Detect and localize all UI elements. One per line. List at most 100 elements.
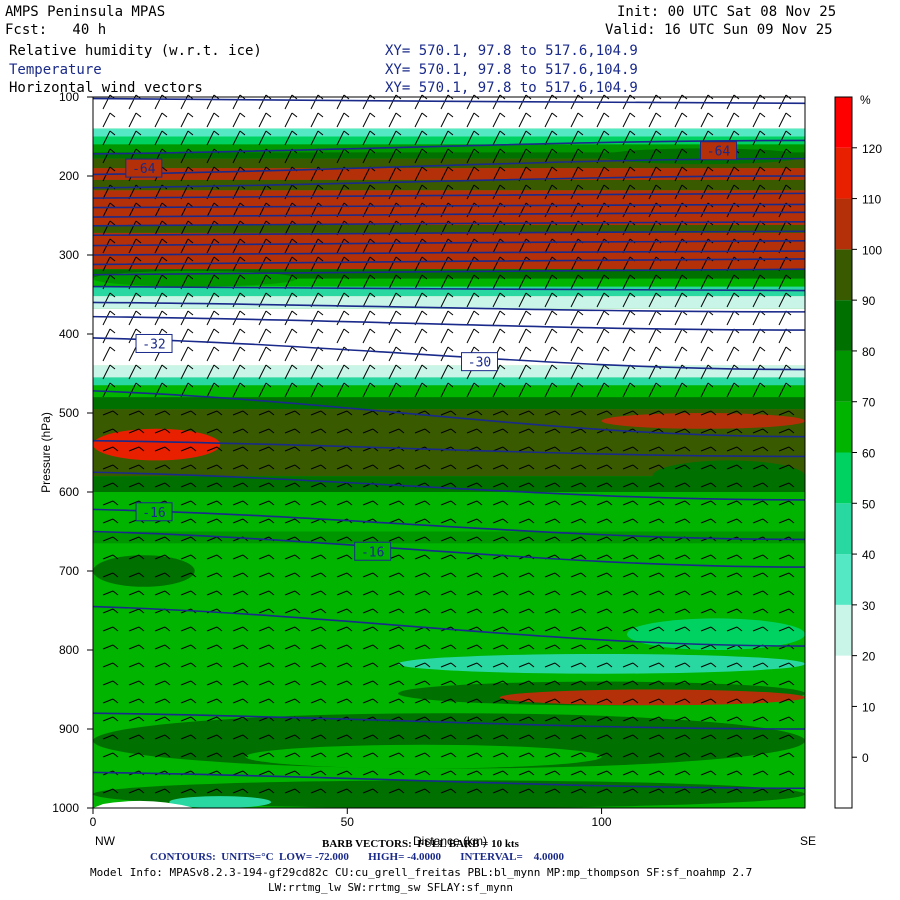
wind-barb <box>525 310 532 316</box>
wind-barb <box>440 752 452 758</box>
wind-barb <box>580 734 587 740</box>
wind-barb <box>369 148 376 154</box>
wind-barb <box>154 220 163 236</box>
wind-barb <box>294 500 301 506</box>
wind-barb <box>284 734 296 740</box>
wind-barb <box>707 292 714 298</box>
wind-barb <box>518 382 527 398</box>
wind-barb <box>395 292 402 298</box>
wind-barb <box>447 148 454 154</box>
rh-band <box>93 385 805 398</box>
wind-barb <box>648 770 660 776</box>
wind-barb <box>216 482 223 488</box>
rh-band <box>93 152 805 159</box>
wind-barb <box>242 410 249 416</box>
wind-barb <box>362 752 374 758</box>
wind-barb <box>502 716 509 722</box>
wind-barb <box>499 112 506 118</box>
wind-barb <box>336 482 348 488</box>
wind-barb <box>499 166 506 172</box>
wind-barb <box>424 770 431 776</box>
y-tick-label: 600 <box>59 485 79 499</box>
wind-barb <box>580 770 587 776</box>
wind-barb <box>499 364 506 370</box>
wind-barb <box>206 752 218 758</box>
wind-barb <box>788 428 795 434</box>
rh-blob <box>601 413 805 429</box>
wind-barb <box>736 554 743 560</box>
wind-barb <box>528 662 535 668</box>
wind-barb <box>414 662 426 668</box>
wind-barb <box>440 608 452 614</box>
wind-barb <box>700 184 709 200</box>
wind-barb <box>778 500 790 506</box>
wind-barb <box>336 148 345 164</box>
wind-barb <box>785 166 792 172</box>
colorbar-label: 20 <box>862 650 876 664</box>
rh-band <box>93 179 805 191</box>
wind-barb <box>424 572 431 578</box>
wind-barb <box>232 130 241 146</box>
wind-barb <box>450 644 457 650</box>
wind-barb <box>596 536 608 542</box>
wind-barb <box>187 274 194 280</box>
wind-barb <box>502 536 509 542</box>
wind-barb <box>518 536 530 542</box>
wind-barb <box>492 382 501 398</box>
wind-barb <box>726 788 738 794</box>
wind-barb <box>655 112 662 118</box>
wind-barb <box>216 716 223 722</box>
wind-barb <box>180 428 192 434</box>
wind-barb <box>414 572 426 578</box>
wind-barb <box>112 536 119 542</box>
wind-barb <box>268 446 275 452</box>
wind-barb <box>206 680 218 686</box>
wind-barb <box>788 572 795 578</box>
wind-barb <box>180 680 192 686</box>
wind-barb <box>206 788 218 794</box>
plot-frame <box>92 96 806 809</box>
wind-barb <box>492 518 504 524</box>
wind-barb <box>544 310 553 326</box>
wind-barb <box>128 572 140 578</box>
wind-barb <box>762 572 769 578</box>
wind-barb <box>596 464 608 470</box>
wind-barb <box>135 148 142 154</box>
wind-barb <box>476 698 483 704</box>
colorbar-unit: % <box>860 93 871 107</box>
wind-barb <box>440 698 452 704</box>
wind-barb <box>440 770 452 776</box>
wind-barb <box>554 590 561 596</box>
wind-barb <box>128 410 140 416</box>
temperature-contour <box>92 139 806 155</box>
wind-barb <box>154 292 163 308</box>
wind-barb <box>726 482 738 488</box>
wind-barb <box>372 752 379 758</box>
wind-barb <box>310 148 319 164</box>
wind-barb <box>206 346 215 362</box>
wind-barb <box>440 734 452 740</box>
wind-barb <box>752 662 764 668</box>
wind-barb <box>180 590 192 596</box>
temperature-contour <box>92 439 806 458</box>
wind-barb <box>414 752 426 758</box>
wind-barb <box>518 184 527 200</box>
x-end-label-se: SE <box>800 834 816 848</box>
rh-blob <box>245 744 602 769</box>
wind-barb <box>102 698 114 704</box>
wind-barb <box>206 112 215 128</box>
wind-barb <box>606 770 613 776</box>
wind-barb <box>544 148 553 164</box>
wind-barb <box>707 112 714 118</box>
wind-barb <box>102 310 111 326</box>
wind-barb <box>206 238 215 254</box>
wind-barb <box>518 644 530 650</box>
wind-barb <box>372 536 379 542</box>
wind-barb <box>570 626 582 632</box>
wind-barb <box>414 292 423 308</box>
wind-barb <box>596 382 605 398</box>
wind-barb <box>265 130 272 136</box>
wind-barb <box>310 382 319 398</box>
wind-barb <box>655 292 662 298</box>
wind-barb <box>310 446 322 452</box>
